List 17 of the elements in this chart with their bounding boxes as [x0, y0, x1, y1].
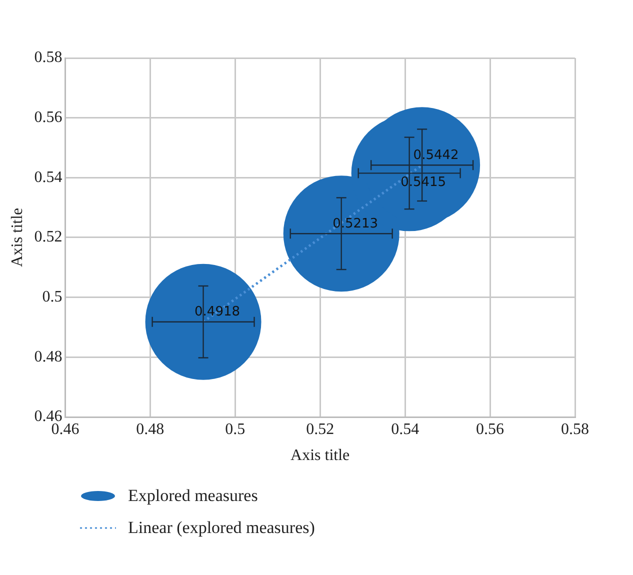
x-tick-label: 0.54 — [391, 420, 420, 438]
y-tick-label: 0.5 — [42, 288, 62, 306]
x-tick-label: 0.56 — [476, 420, 504, 438]
x-tick-label: 0.48 — [136, 420, 164, 438]
x-tick-label: 0.46 — [51, 420, 80, 438]
y-tick-label: 0.48 — [34, 348, 62, 366]
x-tick-label: 0.52 — [306, 420, 334, 438]
legend-label: Linear (explored measures) — [128, 518, 315, 538]
y-axis-title: Axis title — [8, 208, 26, 268]
y-tick-label: 0.58 — [34, 49, 62, 66]
x-axis-title: Axis title — [290, 447, 350, 464]
y-tick-label: 0.54 — [34, 168, 62, 186]
y-tick-label: 0.56 — [34, 109, 62, 126]
legend-label: Explored measures — [128, 486, 258, 506]
x-tick-label: 0.58 — [561, 420, 589, 438]
x-tick-label: 0.5 — [225, 420, 246, 438]
y-tick-label: 0.52 — [34, 228, 62, 246]
